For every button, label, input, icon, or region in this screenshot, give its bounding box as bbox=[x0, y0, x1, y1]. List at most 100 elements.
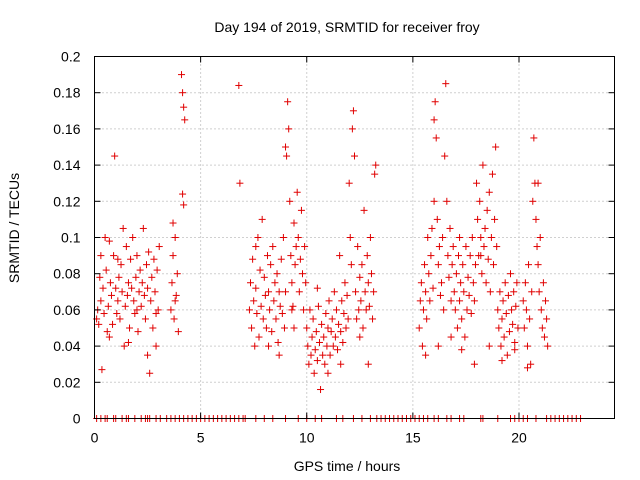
data-point bbox=[126, 324, 134, 332]
data-point bbox=[370, 288, 378, 296]
data-point bbox=[417, 279, 425, 287]
data-point bbox=[152, 310, 160, 318]
data-point bbox=[331, 333, 339, 341]
data-point bbox=[353, 315, 361, 323]
data-point bbox=[319, 351, 327, 359]
data-point bbox=[343, 291, 351, 299]
ticks-layer: 0 5 10 15 20 0 0.02 0.04 0.06 0.08 0.1 0.12 0.14 0.16… bbox=[53, 49, 615, 446]
y-tick-label: 0.18 bbox=[53, 85, 80, 101]
data-point bbox=[451, 306, 459, 314]
data-point bbox=[484, 255, 492, 263]
data-point bbox=[169, 219, 177, 227]
data-point bbox=[260, 273, 268, 281]
data-point bbox=[488, 170, 496, 178]
data-point bbox=[302, 279, 310, 287]
data-point bbox=[502, 310, 510, 318]
data-point bbox=[334, 346, 342, 354]
data-point bbox=[180, 201, 188, 209]
data-point bbox=[439, 234, 447, 241]
y-tick-label: 0.14 bbox=[53, 157, 80, 173]
data-point bbox=[477, 252, 485, 260]
x-axis-label: GPS time / hours bbox=[294, 458, 401, 474]
data-point bbox=[513, 279, 521, 287]
data-point bbox=[351, 152, 358, 160]
data-point bbox=[101, 234, 109, 241]
data-point bbox=[423, 315, 431, 323]
data-point bbox=[438, 279, 446, 287]
data-point bbox=[129, 234, 137, 241]
data-point bbox=[503, 351, 511, 359]
data-point bbox=[507, 270, 514, 278]
data-point bbox=[441, 152, 449, 160]
data-point bbox=[170, 315, 178, 323]
data-point bbox=[470, 360, 478, 368]
data-point bbox=[526, 315, 534, 323]
data-point bbox=[366, 234, 374, 241]
data-point bbox=[521, 279, 529, 287]
data-point bbox=[330, 288, 338, 296]
data-point bbox=[355, 306, 363, 314]
data-point bbox=[137, 302, 145, 310]
data-point bbox=[282, 288, 290, 296]
data-point bbox=[249, 255, 257, 263]
data-point bbox=[470, 297, 478, 305]
data-point bbox=[465, 291, 473, 299]
data-point bbox=[476, 197, 484, 205]
data-point bbox=[252, 284, 260, 292]
data-point bbox=[300, 306, 308, 314]
data-point bbox=[324, 324, 332, 332]
data-point bbox=[155, 243, 163, 251]
data-point bbox=[136, 266, 144, 274]
data-point bbox=[427, 252, 435, 260]
data-point bbox=[346, 234, 354, 241]
data-point bbox=[310, 369, 318, 377]
data-point bbox=[418, 342, 426, 350]
data-point bbox=[424, 234, 432, 241]
data-point bbox=[236, 179, 244, 187]
data-point bbox=[458, 315, 466, 323]
y-tick-label: 0.16 bbox=[53, 121, 80, 137]
data-point bbox=[102, 266, 110, 274]
data-point bbox=[297, 206, 305, 214]
data-point bbox=[312, 328, 320, 336]
data-point bbox=[359, 324, 367, 332]
data-point bbox=[133, 306, 141, 314]
data-point bbox=[315, 338, 323, 346]
data-point bbox=[347, 261, 355, 269]
data-point bbox=[290, 219, 298, 227]
data-point bbox=[289, 302, 297, 310]
y-tick-label: 0.2 bbox=[61, 49, 81, 65]
data-point bbox=[288, 306, 296, 314]
data-point bbox=[285, 125, 293, 133]
data-point bbox=[124, 338, 132, 346]
data-point bbox=[495, 324, 503, 332]
data-point bbox=[528, 288, 536, 296]
data-point bbox=[493, 243, 501, 251]
data-point bbox=[434, 342, 442, 350]
data-point bbox=[174, 328, 182, 336]
data-point bbox=[270, 297, 278, 305]
data-point bbox=[536, 234, 544, 241]
data-point bbox=[271, 279, 279, 287]
data-point bbox=[344, 315, 352, 323]
data-point bbox=[514, 324, 522, 332]
y-tick-label: 0.06 bbox=[53, 302, 80, 318]
data-point bbox=[530, 134, 538, 142]
data-point bbox=[286, 197, 294, 205]
data-point bbox=[523, 364, 531, 372]
data-point bbox=[469, 279, 477, 287]
data-point bbox=[273, 270, 281, 278]
data-point bbox=[459, 261, 467, 269]
data-point bbox=[321, 360, 329, 368]
data-point bbox=[436, 291, 444, 299]
data-point bbox=[267, 261, 275, 269]
data-point bbox=[261, 291, 269, 299]
data-point bbox=[113, 310, 121, 318]
data-point bbox=[144, 284, 152, 292]
x-tick-label: 0 bbox=[91, 430, 99, 446]
data-point bbox=[338, 297, 346, 305]
data-point bbox=[364, 360, 372, 368]
data-point bbox=[447, 297, 455, 305]
data-point bbox=[474, 215, 482, 223]
